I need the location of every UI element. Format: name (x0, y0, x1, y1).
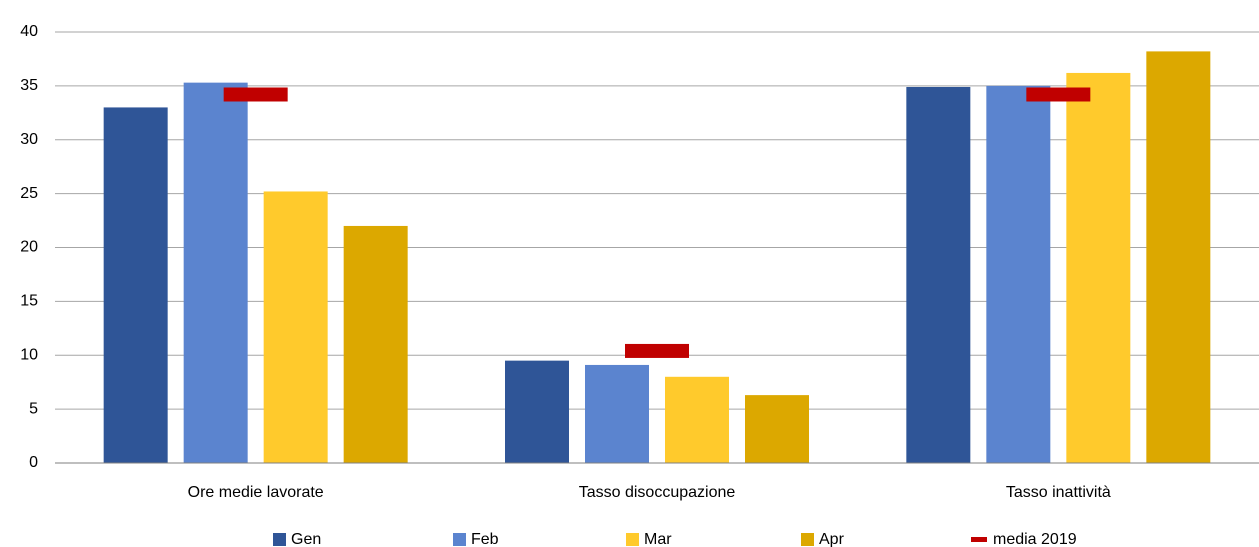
legend-label: Gen (291, 531, 321, 547)
bar (986, 85, 1051, 463)
y-tick-label: 25 (20, 185, 38, 202)
bar (906, 86, 971, 463)
legend-swatch (971, 537, 987, 542)
bar (103, 107, 168, 464)
y-tick-label: 10 (20, 346, 38, 363)
legend-swatch (626, 533, 639, 546)
legend-swatch (273, 533, 286, 546)
y-tick-label: 30 (20, 131, 38, 148)
y-tick-label: 40 (20, 23, 38, 40)
marker (625, 343, 689, 358)
marker (223, 87, 288, 102)
x-tick-label: Tasso inattività (1006, 484, 1111, 501)
bar (585, 364, 649, 463)
bar (745, 395, 809, 463)
bar (665, 376, 729, 463)
legend-swatch (453, 533, 466, 546)
bar (1066, 72, 1131, 463)
bar (1146, 51, 1211, 464)
legend-label: media 2019 (993, 531, 1077, 547)
legend-label: Apr (819, 531, 845, 547)
legend-swatch (801, 533, 814, 546)
bar (505, 360, 569, 463)
legend-label: Feb (471, 531, 499, 547)
x-tick-label: Ore medie lavorate (188, 484, 324, 501)
bar (183, 82, 248, 463)
y-tick-label: 20 (20, 239, 38, 256)
y-tick-label: 0 (29, 454, 38, 471)
y-tick-label: 5 (29, 400, 38, 417)
bar (263, 191, 328, 463)
y-tick-label: 35 (20, 77, 38, 94)
marker (1026, 87, 1091, 102)
legend-label: Mar (644, 531, 672, 547)
y-tick-label: 15 (20, 293, 38, 310)
bar (343, 225, 408, 463)
x-tick-label: Tasso disoccupazione (579, 484, 736, 501)
